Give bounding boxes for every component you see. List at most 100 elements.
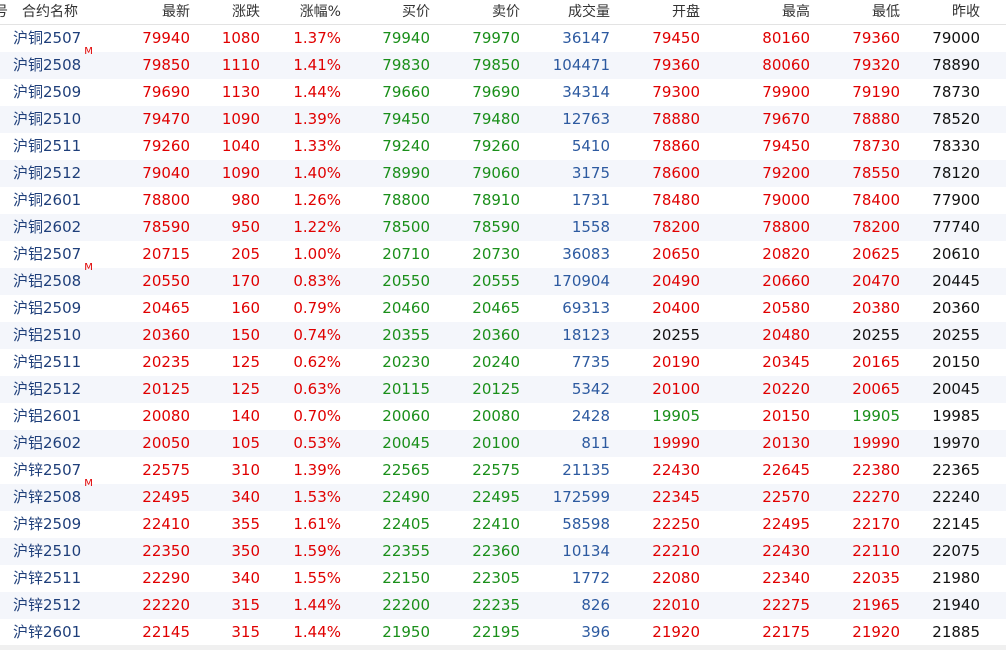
table-row[interactable]: 沪铝2512 20125 125 0.63% 20115 20125 5342 20100 20… xyxy=(0,376,1006,403)
change-percent: 0.63% xyxy=(293,380,341,398)
prev-close: 22145 xyxy=(932,515,980,533)
header-volume[interactable]: 成交量 xyxy=(568,4,610,20)
volume: 826 xyxy=(581,596,610,614)
table-row[interactable]: 沪铝2509 20465 160 0.79% 20460 20465 69313 20400 2… xyxy=(0,295,1006,322)
table-row[interactable]: 沪锌2508M 22495 340 1.53% 22490 22495 172599 2234… xyxy=(0,479,1006,511)
contract-name[interactable]: 沪铜2602 xyxy=(13,214,123,241)
contract-name[interactable]: 沪铜2508M xyxy=(13,47,123,79)
table-row[interactable]: 沪铝2511 20235 125 0.62% 20230 20240 7735 20190 20… xyxy=(0,349,1006,376)
last-price: 79260 xyxy=(142,137,190,155)
low-price: 22380 xyxy=(852,461,900,479)
contract-name[interactable]: 沪锌2510 xyxy=(13,538,123,565)
bid-price: 20115 xyxy=(382,380,430,398)
header-ask[interactable]: 卖价 xyxy=(492,4,520,20)
low-price: 79190 xyxy=(852,83,900,101)
header-low[interactable]: 最低 xyxy=(872,4,900,20)
header-bid[interactable]: 买价 xyxy=(402,4,430,20)
contract-name[interactable]: 沪锌2507 xyxy=(13,457,123,484)
high-price: 22570 xyxy=(762,488,810,506)
prev-close: 21885 xyxy=(932,623,980,641)
table-row[interactable]: 沪铜2508M 79850 1110 1.41% 79830 79850 104471 793… xyxy=(0,47,1006,79)
contract-name[interactable]: 沪铝2507 xyxy=(13,241,123,268)
volume: 5342 xyxy=(571,380,610,398)
table-row[interactable]: 沪锌2512 22220 315 1.44% 22200 22235 826 22010 222… xyxy=(0,592,1006,619)
contract-name[interactable]: 沪铝2602 xyxy=(13,430,123,457)
contract-name[interactable]: 沪锌2512 xyxy=(13,592,123,619)
header-contract-name[interactable]: 合约名称 xyxy=(22,4,78,20)
contract-name-text: 沪铝2602 xyxy=(13,434,82,452)
prev-close: 79000 xyxy=(932,29,980,47)
contract-name[interactable]: 沪锌2511 xyxy=(13,565,123,592)
contract-name[interactable]: 沪铝2511 xyxy=(13,349,123,376)
contract-name-text: 沪锌2508 xyxy=(13,488,82,506)
contract-name-text: 沪锌2509 xyxy=(13,515,82,533)
table-row[interactable]: 沪铝2508M 20550 170 0.83% 20550 20555 170904 2049… xyxy=(0,263,1006,295)
header-change[interactable]: 涨跌 xyxy=(232,4,260,20)
table-row[interactable]: 沪铝2510 20360 150 0.74% 20355 20360 18123 20255 2… xyxy=(0,322,1006,349)
change: 125 xyxy=(231,380,260,398)
volume: 1731 xyxy=(571,191,610,209)
bid-price: 22200 xyxy=(382,596,430,614)
header-prev-close[interactable]: 昨收 xyxy=(952,4,980,20)
contract-name-text: 沪锌2510 xyxy=(13,542,82,560)
table-row[interactable]: 沪铜2511 79260 1040 1.33% 79240 79260 5410 78860 7… xyxy=(0,133,1006,160)
table-row[interactable]: 沪铝2601 20080 140 0.70% 20060 20080 2428 19905 20… xyxy=(0,403,1006,430)
header-change-percent[interactable]: 涨幅% xyxy=(299,4,341,20)
table-row[interactable]: 沪锌2509 22410 355 1.61% 22405 22410 58598 22250 2… xyxy=(0,511,1006,538)
contract-name[interactable]: 沪铜2511 xyxy=(13,133,123,160)
change-percent: 1.22% xyxy=(293,218,341,236)
contract-name[interactable]: 沪铝2509 xyxy=(13,295,123,322)
change-percent: 1.59% xyxy=(293,542,341,560)
high-price: 22645 xyxy=(762,461,810,479)
change-percent: 1.37% xyxy=(293,29,341,47)
horizontal-scrollbar[interactable] xyxy=(0,645,1006,650)
ask-price: 79690 xyxy=(472,83,520,101)
low-price: 20255 xyxy=(852,326,900,344)
contract-name[interactable]: 沪锌2508M xyxy=(13,479,123,511)
table-row[interactable]: 沪铜2507 79940 1080 1.37% 79940 79970 36147 79450… xyxy=(0,25,1006,52)
prev-close: 20445 xyxy=(932,272,980,290)
contract-name[interactable]: 沪铜2512 xyxy=(13,160,123,187)
contract-name[interactable]: 沪锌2601 xyxy=(13,619,123,646)
contract-name[interactable]: 沪锌2509 xyxy=(13,511,123,538)
contract-name[interactable]: 沪铝2601 xyxy=(13,403,123,430)
table-row[interactable]: 沪铝2602 20050 105 0.53% 20045 20100 811 19990 201… xyxy=(0,430,1006,457)
contract-name[interactable]: 沪铜2507 xyxy=(13,25,123,52)
change-percent: 1.44% xyxy=(293,83,341,101)
bid-price: 20045 xyxy=(382,434,430,452)
table-row[interactable]: 沪锌2511 22290 340 1.55% 22150 22305 1772 22080 22… xyxy=(0,565,1006,592)
change-percent: 1.40% xyxy=(293,164,341,182)
table-row[interactable]: 沪铜2509 79690 1130 1.44% 79660 79690 34314 79300… xyxy=(0,79,1006,106)
last-price: 20465 xyxy=(142,299,190,317)
header-open[interactable]: 开盘 xyxy=(672,4,700,20)
low-price: 20625 xyxy=(852,245,900,263)
change-percent: 1.44% xyxy=(293,623,341,641)
table-row[interactable]: 沪铜2602 78590 950 1.22% 78500 78590 1558 78200 78… xyxy=(0,214,1006,241)
bid-price: 20230 xyxy=(382,353,430,371)
table-row[interactable]: 沪铝2507 20715 205 1.00% 20710 20730 36083 20650 2… xyxy=(0,241,1006,268)
change: 170 xyxy=(231,272,260,290)
contract-name[interactable]: 沪铝2510 xyxy=(13,322,123,349)
volume: 36083 xyxy=(562,245,610,263)
table-row[interactable]: 沪铜2601 78800 980 1.26% 78800 78910 1731 78480 79… xyxy=(0,187,1006,214)
change: 1090 xyxy=(221,110,260,128)
header-last-price[interactable]: 最新 xyxy=(162,4,190,20)
contract-name-text: 沪铝2507 xyxy=(13,245,82,263)
volume: 36147 xyxy=(562,29,610,47)
header-high[interactable]: 最高 xyxy=(782,4,810,20)
table-row[interactable]: 沪锌2510 22350 350 1.59% 22355 22360 10134 22210 2… xyxy=(0,538,1006,565)
table-row[interactable]: 沪铜2512 79040 1090 1.40% 78990 79060 3175 78600 7… xyxy=(0,160,1006,187)
contract-name[interactable]: 沪铝2512 xyxy=(13,376,123,403)
contract-name[interactable]: 沪铝2508M xyxy=(13,263,123,295)
contract-name[interactable]: 沪铜2509 xyxy=(13,79,123,106)
bid-price: 20550 xyxy=(382,272,430,290)
contract-name[interactable]: 沪铜2601 xyxy=(13,187,123,214)
header-index[interactable]: 号 xyxy=(0,4,8,20)
table-row[interactable]: 沪锌2507 22575 310 1.39% 22565 22575 21135 22430 2… xyxy=(0,457,1006,484)
table-row[interactable]: 沪锌2601 22145 315 1.44% 21950 22195 396 21920 221… xyxy=(0,619,1006,646)
bid-price: 20060 xyxy=(382,407,430,425)
open-price: 79300 xyxy=(652,83,700,101)
table-row[interactable]: 沪铜2510 79470 1090 1.39% 79450 79480 12763 78880… xyxy=(0,106,1006,133)
contract-name[interactable]: 沪铜2510 xyxy=(13,106,123,133)
prev-close: 78730 xyxy=(932,83,980,101)
